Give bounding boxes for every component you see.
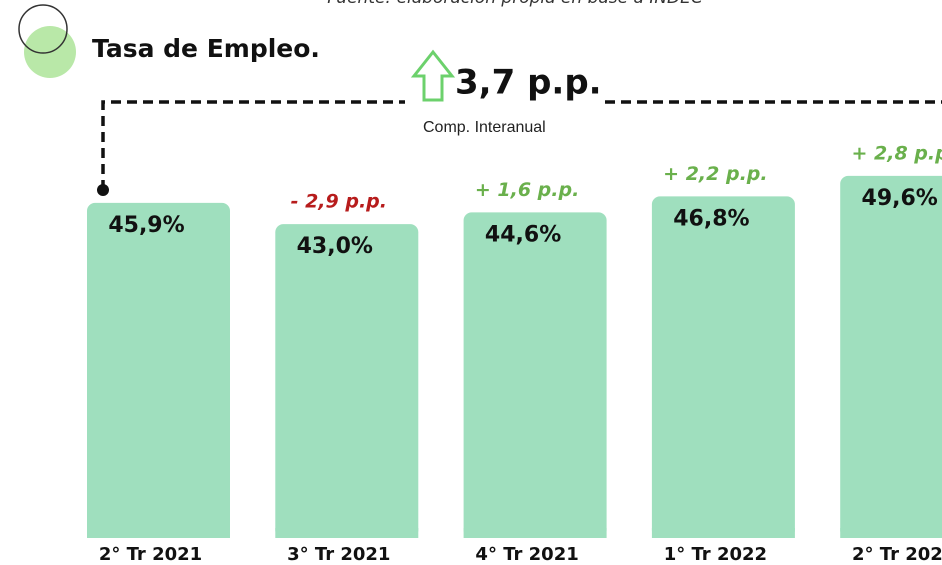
chart-title: Tasa de Empleo. [92,34,320,63]
value-label: 44,6% [485,222,561,247]
bar [651,196,795,539]
value-label: 46,8% [673,206,749,231]
source: Fuente: elaboración propia en base a IND… [327,0,703,8]
bar-base [651,528,795,538]
value-label: 49,6% [862,186,938,211]
change-label: - 2,9 p.p. [291,191,387,213]
x-tick-label: 2° Tr 2021 [99,544,202,565]
x-tick-label: 3° Tr 2021 [287,544,390,565]
bar [275,224,419,538]
bar-base [840,528,942,538]
change-label: + 2,8 p.p. [851,142,942,164]
annotation: 3,7 p.p. [455,63,602,103]
connector [101,100,405,190]
connector-dot [97,184,109,196]
change-label: + 2,2 p.p. [663,163,767,185]
bar [87,202,230,538]
bar [463,212,607,539]
bar-base [463,528,607,538]
up-arrow [410,49,456,102]
x-tick-label: 2° Tr 2022 [852,544,942,565]
icon-outline [18,4,68,54]
value-label: 43,0% [297,234,373,259]
bar-base [275,528,419,538]
x-tick-label: 4° Tr 2021 [475,544,578,565]
value-label: 45,9% [108,213,184,238]
x-tick-label: 1° Tr 2022 [664,544,767,565]
bar-base [87,528,230,538]
change-label: + 1,6 p.p. [475,179,579,201]
annotation-note: Comp. Interanual [423,119,546,136]
bar [840,175,942,538]
